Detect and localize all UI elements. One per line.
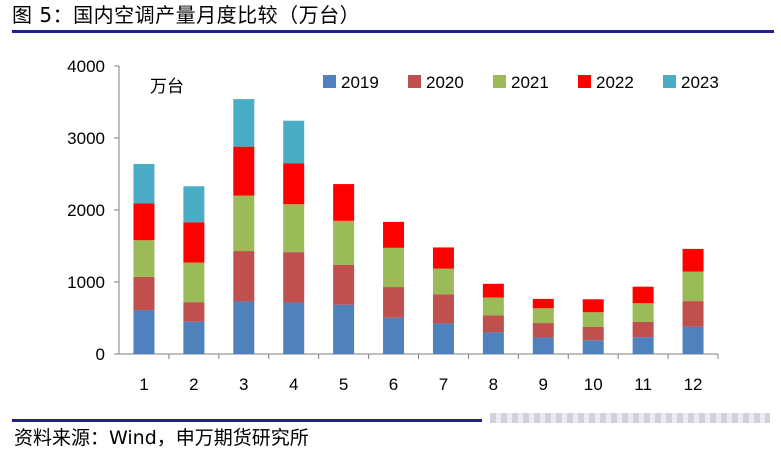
bar-segment-2022 xyxy=(532,298,554,309)
bar-segment-2020 xyxy=(432,294,454,324)
bar-segment-2019 xyxy=(482,332,504,354)
bar-segment-2023 xyxy=(183,186,205,223)
bar-segment-2020 xyxy=(582,327,604,341)
x-tick-label: 12 xyxy=(684,375,703,394)
legend-swatch-2023 xyxy=(663,75,676,88)
bar-segment-2019 xyxy=(532,337,554,354)
bar-segment-2019 xyxy=(333,304,355,354)
bar-segment-2022 xyxy=(283,163,305,205)
x-tick-label: 11 xyxy=(634,375,652,394)
legend-label-2022: 2022 xyxy=(596,73,634,92)
bar-segment-2021 xyxy=(233,195,255,252)
chart-bars xyxy=(133,99,704,354)
legend-swatch-2019 xyxy=(323,75,336,88)
bottom-divider xyxy=(12,419,482,422)
bar-segment-2019 xyxy=(432,323,454,354)
bar-segment-2020 xyxy=(482,315,504,333)
x-tick-label: 5 xyxy=(339,375,348,394)
x-tick-label: 7 xyxy=(439,375,448,394)
legend-swatch-2020 xyxy=(408,75,421,88)
bar-segment-2020 xyxy=(233,251,255,302)
x-tick-label: 9 xyxy=(539,375,548,394)
bar-segment-2019 xyxy=(133,310,155,354)
source-note: 资料来源：Wind，申万期货研究所 xyxy=(14,427,309,449)
bar-segment-2021 xyxy=(682,271,704,302)
bar-segment-2022 xyxy=(333,184,355,221)
bar-segment-2022 xyxy=(133,203,155,241)
legend-label-2021: 2021 xyxy=(511,73,549,92)
y-tick-label: 3000 xyxy=(67,129,105,148)
bar-segment-2020 xyxy=(682,301,704,327)
chart-title: 图 5：国内空调产量月度比较（万台） xyxy=(12,3,361,27)
bar-segment-2023 xyxy=(233,99,255,147)
x-tick-label: 3 xyxy=(239,375,248,394)
bar-segment-2020 xyxy=(632,321,654,338)
top-divider xyxy=(12,30,774,33)
y-tick-label: 0 xyxy=(96,345,105,364)
x-tick-label: 4 xyxy=(289,375,298,394)
bar-segment-2021 xyxy=(582,312,604,327)
bar-segment-2020 xyxy=(383,287,405,318)
bar-segment-2021 xyxy=(383,247,405,288)
bar-segment-2022 xyxy=(383,221,405,248)
bar-segment-2022 xyxy=(482,283,504,298)
legend-swatch-2021 xyxy=(493,75,506,88)
legend-label-2023: 2023 xyxy=(681,73,719,92)
bar-segment-2019 xyxy=(632,337,654,354)
bar-segment-2020 xyxy=(333,264,355,305)
unit-label: 万台 xyxy=(150,77,184,97)
bar-segment-2023 xyxy=(283,120,305,164)
bar-segment-2022 xyxy=(432,247,454,269)
legend-label-2020: 2020 xyxy=(426,73,464,92)
bar-segment-2021 xyxy=(333,220,355,265)
bar-segment-2020 xyxy=(133,276,155,311)
bar-segment-2021 xyxy=(133,240,155,277)
bar-segment-2021 xyxy=(283,204,305,253)
legend-label-2019: 2019 xyxy=(341,73,379,92)
bar-segment-2021 xyxy=(532,308,554,324)
bar-segment-2022 xyxy=(682,248,704,272)
x-tick-label: 8 xyxy=(489,375,498,394)
watermark-blur xyxy=(490,413,770,423)
bar-segment-2021 xyxy=(432,268,454,295)
x-tick-label: 10 xyxy=(584,375,603,394)
legend-swatch-2022 xyxy=(578,75,591,88)
bar-segment-2023 xyxy=(133,163,155,204)
bar-segment-2022 xyxy=(233,146,255,196)
bar-segment-2019 xyxy=(183,321,205,354)
bar-segment-2019 xyxy=(233,301,255,354)
bar-segment-2020 xyxy=(183,302,205,322)
bar-segment-2019 xyxy=(582,340,604,354)
bar-segment-2019 xyxy=(283,302,305,354)
x-tick-label: 2 xyxy=(189,375,198,394)
x-tick-label: 1 xyxy=(139,375,148,394)
y-tick-label: 1000 xyxy=(67,273,105,292)
x-tick-label: 6 xyxy=(389,375,398,394)
bar-segment-2019 xyxy=(682,326,704,354)
bar-segment-2022 xyxy=(582,299,604,313)
bar-segment-2021 xyxy=(632,303,654,322)
bar-segment-2022 xyxy=(183,222,205,263)
bar-segment-2019 xyxy=(383,317,405,354)
bar-segment-2021 xyxy=(183,262,205,303)
bar-segment-2021 xyxy=(482,297,504,316)
bar-segment-2020 xyxy=(283,252,305,303)
y-tick-label: 4000 xyxy=(67,57,105,76)
chart-legend: 2019 2020 2021 2022 2023 xyxy=(323,73,719,92)
bar-segment-2022 xyxy=(632,286,654,304)
bar-segment-2020 xyxy=(532,323,554,338)
y-tick-label: 2000 xyxy=(67,201,105,220)
